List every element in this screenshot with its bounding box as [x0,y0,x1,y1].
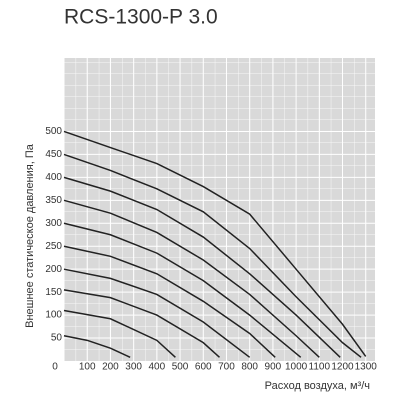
y-tick-label: 200 [45,264,62,275]
y-tick-label: 300 [45,218,62,229]
x-tick-label: 1300 [355,362,378,373]
x-tick-label: 1100 [309,362,331,373]
x-axis-title: Расход воздуха, м³/ч [265,380,370,392]
curve [63,289,221,358]
curve [63,245,276,358]
curve [63,130,367,357]
x-tick-label: 200 [102,362,119,373]
curve [63,199,320,358]
y-tick-label: 350 [45,195,62,206]
x-tick-label: 800 [241,362,258,373]
y-tick-label: 100 [45,310,62,321]
curve [63,222,302,358]
curve [63,335,131,359]
x-tick-label: 100 [79,362,96,373]
x-tick-label: 1000 [285,362,308,373]
x-tick-label: 1200 [331,362,354,373]
x-tick-label: 600 [195,362,212,373]
curve [63,268,251,358]
curve [63,309,176,358]
minor-grid [64,58,375,361]
x-tick-label: 400 [148,362,165,373]
chart-title: RCS-1300-P 3.0 [64,6,218,29]
x-tick-label: 700 [218,362,235,373]
x-tick-label: 300 [125,362,142,373]
y-tick-label: 250 [45,241,62,252]
y-axis-title: Внешнее статическое давления, Па [24,143,36,328]
x-tick-label: 0 [52,362,58,373]
y-tick-label: 450 [45,149,62,160]
curve [63,176,341,358]
curve [63,153,362,358]
y-tick-label: 400 [45,172,62,183]
y-tick-label: 500 [45,126,62,137]
x-tick-label: 500 [172,362,189,373]
x-tick-label: 900 [265,362,282,373]
y-tick-label: 50 [51,333,63,344]
y-tick-label: 150 [45,287,62,298]
